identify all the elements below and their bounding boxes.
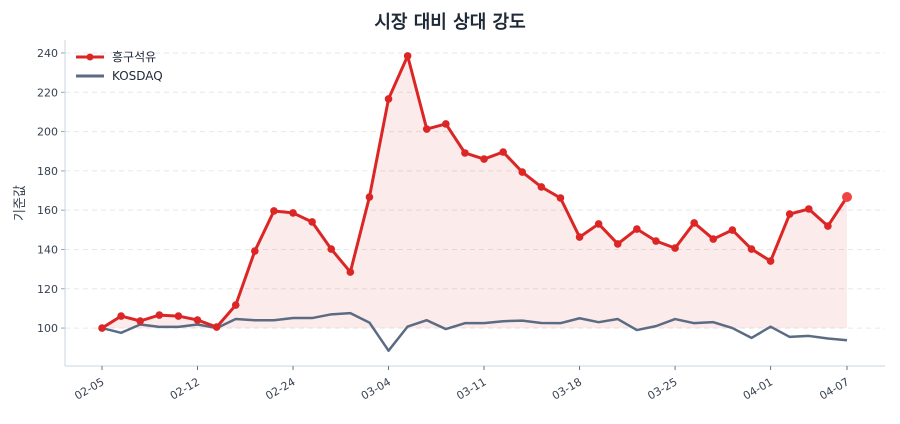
- data-point: [327, 245, 336, 253]
- y-tick-label: 160: [37, 204, 58, 217]
- data-point: [766, 257, 775, 265]
- data-point: [422, 125, 431, 133]
- y-tick-label: 140: [37, 243, 58, 256]
- y-tick-label: 240: [37, 47, 58, 60]
- legend: 흥구석유 KOSDAQ: [76, 50, 163, 83]
- data-point: [671, 244, 679, 252]
- data-point: [785, 210, 794, 218]
- data-point: [518, 168, 527, 176]
- x-tick-label: 03-04: [359, 375, 393, 402]
- data-point: [690, 219, 698, 227]
- legend-marker-stock: [86, 53, 94, 61]
- data-point: [804, 205, 813, 213]
- data-point: [499, 148, 507, 156]
- y-tick-label: 220: [37, 86, 58, 99]
- data-point: [613, 240, 622, 248]
- data-point: [270, 207, 278, 215]
- stock-line: [101, 54, 849, 330]
- kosdaq-line: [101, 311, 848, 352]
- legend-label-kosdaq: KOSDAQ: [112, 69, 163, 83]
- data-point: [155, 311, 164, 319]
- data-point: [652, 237, 660, 245]
- data-point: [308, 218, 316, 226]
- data-point: [98, 324, 106, 332]
- data-point: [575, 233, 584, 241]
- x-tick-label: 03-18: [550, 375, 584, 402]
- data-point: [193, 316, 202, 324]
- data-point: [251, 247, 259, 255]
- y-tick-label: 120: [37, 283, 58, 296]
- data-point: [442, 120, 450, 128]
- data-point: [212, 323, 221, 331]
- chart-title: 시장 대비 상대 강도: [374, 12, 525, 33]
- data-point: [594, 220, 603, 228]
- data-point: [174, 312, 183, 320]
- data-point: [747, 245, 756, 253]
- y-tick-label: 180: [37, 165, 58, 178]
- data-point: [231, 301, 240, 309]
- data-point: [136, 317, 145, 325]
- data-point: [709, 235, 718, 243]
- x-tick-label: 02-05: [72, 375, 106, 402]
- x-tick-label: 04-07: [817, 375, 851, 402]
- x-tick-label: 03-25: [645, 375, 679, 402]
- data-point: [346, 268, 355, 276]
- data-point: [403, 52, 412, 60]
- legend-label-stock: 흥구석유: [112, 50, 156, 64]
- data-point: [728, 226, 737, 234]
- y-axis-label: 기준값: [13, 185, 28, 221]
- data-point: [384, 95, 393, 103]
- x-tick-label: 04-01: [741, 375, 775, 402]
- x-tick-label: 03-11: [454, 375, 488, 402]
- data-point: [633, 225, 641, 233]
- latest-point: [842, 192, 852, 203]
- y-tick-label: 100: [37, 322, 58, 335]
- data-point: [556, 194, 565, 202]
- x-tick-label: 02-12: [168, 375, 202, 402]
- y-tick-label: 200: [37, 126, 58, 139]
- data-point: [824, 222, 832, 230]
- x-tick-label: 02-24: [263, 375, 297, 402]
- data-point: [289, 209, 297, 217]
- data-point: [537, 183, 546, 191]
- data-point: [461, 149, 469, 157]
- outperformance-area: [102, 55, 847, 329]
- data-point: [480, 155, 488, 163]
- data-point: [365, 193, 374, 201]
- data-point: [117, 312, 125, 320]
